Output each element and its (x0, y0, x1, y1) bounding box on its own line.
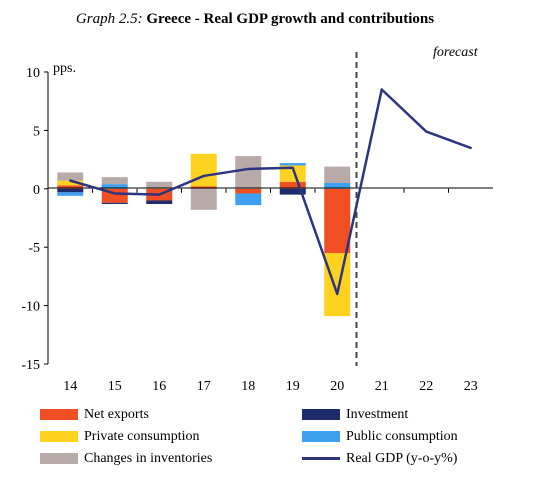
y-unit-label: pps. (53, 61, 76, 76)
bar-investment-14 (57, 188, 84, 193)
bar-private-consumption-14 (57, 180, 84, 186)
bar-private-consumption-19 (279, 165, 306, 182)
bar-public-consumption-19 (279, 163, 306, 166)
x-tick-label: 16 (152, 379, 166, 394)
legend-label: Investment (346, 407, 409, 422)
x-tick-label: 22 (419, 379, 433, 394)
y-tick-label: 0 (33, 183, 40, 198)
bar-public-consumption-14 (57, 192, 84, 196)
y-tick-label: 5 (33, 124, 40, 139)
bar-private-consumption-17 (190, 153, 217, 187)
legend-label: Changes in inventories (84, 451, 213, 466)
line-point-17 (202, 174, 205, 178)
bar-changes-in-inventories-15 (101, 177, 128, 185)
x-tick-label: 15 (108, 379, 122, 394)
legend-label: Real GDP (y-o-y%) (346, 451, 458, 466)
line-point-18 (247, 167, 250, 171)
line-point-19 (291, 166, 294, 169)
legend-swatch (302, 431, 340, 443)
bar-changes-in-inventories-17 (190, 188, 217, 210)
bar-public-consumption-18 (235, 193, 262, 206)
x-tick-label: 14 (63, 379, 77, 394)
bar-private-consumption-20 (324, 253, 351, 317)
legend-label: Private consumption (84, 429, 200, 444)
chart-title-text: Greece - Real GDP growth and contributio… (146, 11, 435, 27)
chart-title: Graph 2.5: Greece - Real GDP growth and … (40, 10, 470, 29)
line-layer (69, 88, 472, 296)
legend-label: Net exports (84, 407, 149, 422)
line-point-21 (380, 88, 383, 91)
bar-changes-in-inventories-20 (324, 166, 351, 183)
legend-item-investment: Investment (302, 404, 408, 426)
line-real-gdp-y-o-y (69, 88, 472, 296)
x-tick-label: 19 (286, 379, 300, 394)
bar-changes-in-inventories-14 (57, 172, 84, 181)
bar-public-consumption-20 (324, 182, 351, 189)
legend-item-net-exports: Net exports (40, 404, 149, 426)
bar-net-exports-20 (324, 188, 351, 254)
x-tick-label: 17 (197, 379, 211, 394)
legend: Net exports Investment Private consumption… (40, 404, 520, 476)
x-tick-label: 20 (330, 379, 344, 394)
legend-item-changes-in-inventories: Changes in inventories (40, 448, 212, 470)
legend-label: Public consumption (346, 429, 458, 444)
legend-swatch (40, 431, 78, 443)
chart-plot: pps. forecast 10 5 0 -5 -10 -15 14 15 16 17 18 19 20… (21, 45, 493, 394)
x-tick-label: 23 (464, 379, 478, 394)
legend-swatch (302, 457, 340, 461)
bar-public-consumption-15 (101, 184, 128, 189)
y-tick-label: 10 (26, 66, 40, 81)
line-point-23 (469, 146, 472, 150)
legend-swatch (40, 409, 78, 421)
line-point-22 (425, 130, 428, 133)
x-tick-label: 21 (375, 379, 389, 394)
bar-changes-in-inventories-16 (146, 181, 173, 189)
legend-swatch (302, 409, 340, 421)
axes-layer: pps. forecast (47, 45, 493, 364)
bar-net-exports-19 (279, 181, 306, 189)
y-tick-label: -15 (21, 358, 40, 373)
forecast-label: forecast (433, 45, 479, 60)
y-tick-label: -10 (21, 300, 40, 315)
bar-investment-15 (101, 202, 128, 204)
chart-title-prefix: Graph 2.5: (75, 11, 143, 27)
line-point-15 (113, 192, 116, 195)
line-point-14 (69, 179, 72, 182)
bar-investment-16 (146, 200, 173, 204)
bar-net-exports-14 (57, 185, 84, 189)
bar-net-exports-18 (235, 188, 262, 194)
legend-item-real-gdp-y-o-y: Real GDP (y-o-y%) (302, 448, 457, 470)
tick-layer: 10 5 0 -5 -10 -15 14 15 16 17 18 19 20 21 22 23 (21, 52, 478, 394)
bar-investment-19 (279, 188, 306, 195)
y-tick-label: -5 (28, 241, 40, 256)
line-point-16 (158, 193, 161, 196)
legend-item-private-consumption: Private consumption (40, 426, 200, 448)
bar-changes-in-inventories-18 (235, 156, 262, 189)
legend-item-public-consumption: Public consumption (302, 426, 458, 448)
line-point-20 (336, 292, 339, 296)
legend-swatch (40, 453, 78, 465)
bar-layer (57, 153, 351, 317)
x-tick-label: 18 (241, 379, 255, 394)
